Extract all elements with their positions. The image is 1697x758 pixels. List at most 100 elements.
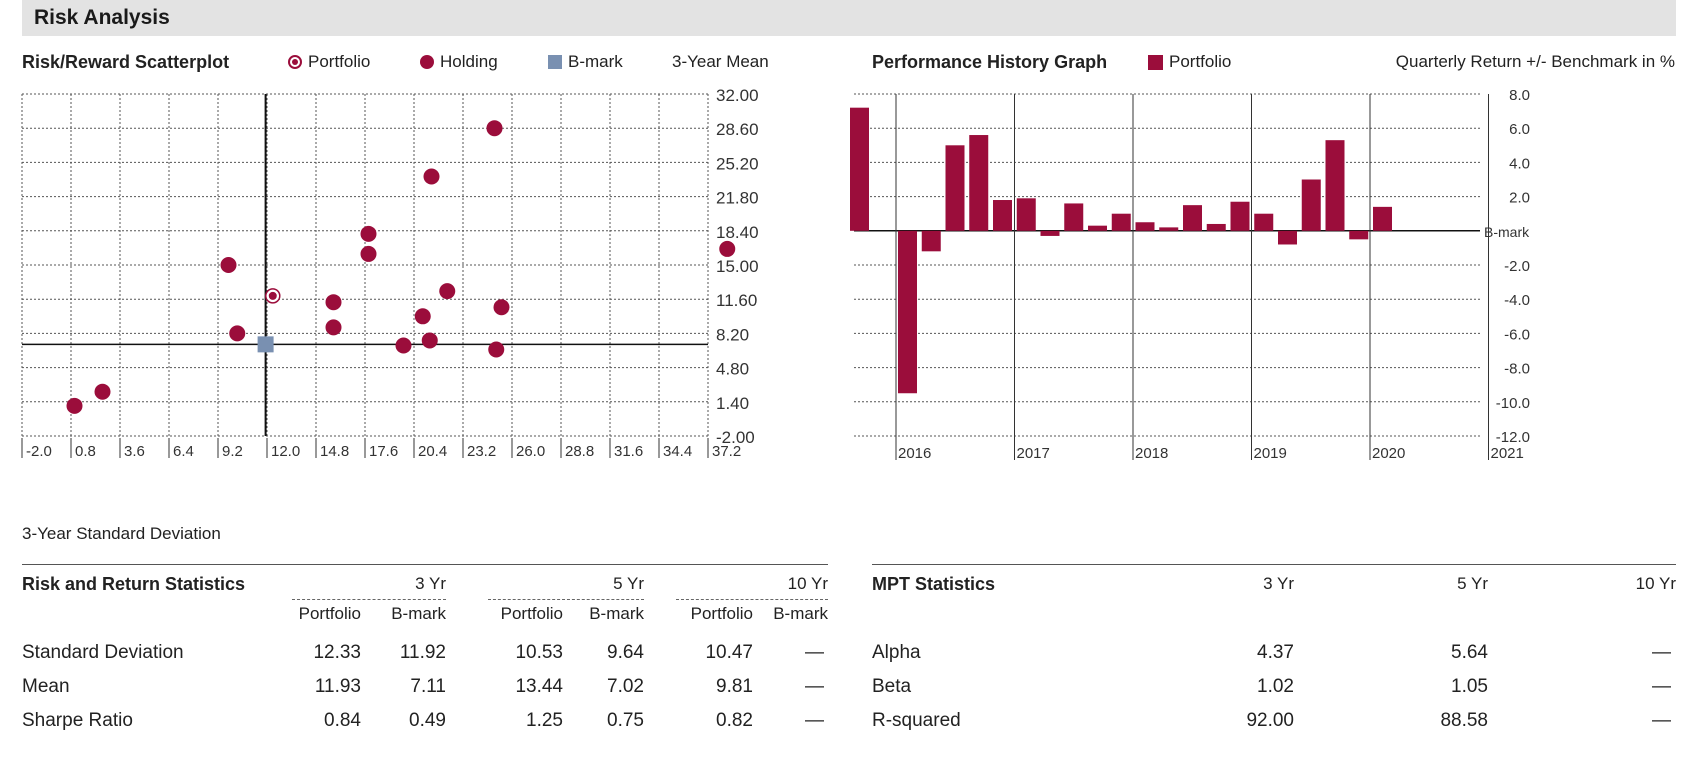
risk-cell: 10.53 <box>515 642 563 663</box>
scatter-x-tick: 6.4 <box>173 443 194 460</box>
risk-sub-portfolio-5yr: Portfolio <box>500 604 563 623</box>
perf-bar <box>1373 206 1392 231</box>
mpt-row-label: R-squared <box>872 710 961 731</box>
risk-period-3yr: 3 Yr <box>415 574 446 593</box>
scatter-title: Risk/Reward Scatterplot <box>22 52 230 72</box>
risk-sub-bmark-5yr: B-mark <box>589 604 644 623</box>
perf-year-label: 2019 <box>1254 445 1287 462</box>
scatter-x-tick: 12.0 <box>271 443 300 460</box>
mpt-cell: — <box>1652 710 1671 731</box>
risk-table-title: Risk and Return Statistics <box>22 574 246 594</box>
risk-cell: 12.33 <box>313 642 361 663</box>
legend-bmark-label: B-mark <box>568 52 623 71</box>
mpt-cell: 1.05 <box>1451 676 1488 697</box>
portfolio-marker-icon <box>288 55 302 69</box>
mpt-table-title: MPT Statistics <box>872 574 996 594</box>
scatter-x-tick: 20.4 <box>418 443 447 460</box>
risk-cell: 9.81 <box>716 676 753 697</box>
scatter-y-tick: 15.00 <box>716 257 759 276</box>
holding-point <box>421 332 438 349</box>
risk-period-5yr: 5 Yr <box>613 574 644 593</box>
mpt-cell: 92.00 <box>1246 710 1294 731</box>
perf-bar <box>921 230 941 252</box>
legend-perf-portfolio: Portfolio <box>1148 52 1231 72</box>
holding-point <box>66 397 83 414</box>
scatter-x-tick: 23.2 <box>467 443 496 460</box>
risk-sub-bmark-3yr: B-mark <box>391 604 446 623</box>
risk-5yr-dash-rule <box>488 599 644 600</box>
risk-row-label: Mean <box>22 676 70 697</box>
risk-row-label: Standard Deviation <box>22 642 184 663</box>
holding-point <box>486 120 503 137</box>
perf-bar <box>1183 205 1202 231</box>
holding-point <box>719 240 736 257</box>
risk-sub-bmark-10yr: B-mark <box>773 604 828 623</box>
risk-cell: 7.02 <box>607 676 644 697</box>
mpt-cell: — <box>1652 676 1671 697</box>
risk-cell: 7.11 <box>410 676 446 697</box>
portfolio-point <box>268 291 277 300</box>
scatter-x-tick: 14.8 <box>320 443 349 460</box>
scatter-y-tick: 32.00 <box>716 86 759 105</box>
scatter-y-tick: 11.60 <box>716 291 757 310</box>
perf-bar <box>1325 140 1345 231</box>
holding-point <box>423 168 440 185</box>
portfolio-bar-icon <box>1148 54 1163 70</box>
holding-point <box>488 341 505 358</box>
mpt-period-10yr: 10 Yr <box>1635 574 1676 593</box>
bmark-marker-icon <box>548 55 562 69</box>
scatter-x-tick: 3.6 <box>124 443 145 460</box>
scatter-x-tick: 26.0 <box>516 443 545 460</box>
holding-point <box>439 283 456 300</box>
risk-10yr-dash-rule <box>676 599 828 600</box>
holding-point <box>360 245 377 262</box>
legend-portfolio-label: Portfolio <box>308 52 371 71</box>
perf-bar <box>1040 230 1060 236</box>
mpt-cell: 88.58 <box>1440 710 1488 731</box>
mpt-cell: — <box>1652 642 1671 663</box>
risk-cell: 0.84 <box>324 710 361 731</box>
scatter-x-tick: -2.0 <box>26 443 52 460</box>
perf-y-tick: 4.0 <box>1509 155 1530 172</box>
perf-bar <box>1254 213 1274 231</box>
holding-point <box>395 337 412 354</box>
mpt-cell: 4.37 <box>1257 642 1294 663</box>
holding-point <box>325 294 342 311</box>
risk-cell: — <box>805 676 824 697</box>
scatter-x-tick: 9.2 <box>222 443 243 460</box>
risk-cell: — <box>805 710 824 731</box>
holding-point <box>414 308 431 325</box>
scatter-xlabel: 3-Year Standard Deviation <box>22 524 221 543</box>
risk-row-label: Sharpe Ratio <box>22 710 133 731</box>
mpt-cell: 1.02 <box>1257 676 1294 697</box>
holding-point <box>220 257 237 273</box>
holding-marker-icon <box>420 55 434 69</box>
legend-bmark: B-mark <box>548 52 623 72</box>
scatter-y-tick: 4.80 <box>716 360 749 379</box>
mpt-table-top-rule <box>872 564 1676 565</box>
perf-y-tick: -2.0 <box>1504 258 1530 275</box>
holding-point <box>325 319 342 336</box>
holding-point <box>493 299 510 316</box>
legend-perf-portfolio-label: Portfolio <box>1169 52 1232 71</box>
risk-cell: 13.44 <box>515 676 563 697</box>
perf-y-tick: -6.0 <box>1504 326 1530 343</box>
mpt-row-label: Beta <box>872 676 912 697</box>
risk-sub-portfolio-3yr: Portfolio <box>298 604 361 623</box>
perf-bar <box>1230 201 1250 231</box>
scatter-chart: 32.00 28.60 25.20 21.80 18.40 15.00 11.60 8.20 4… <box>21 86 759 460</box>
perf-y-tick: 6.0 <box>1509 121 1530 138</box>
perf-y-tick: 2.0 <box>1509 190 1530 207</box>
perf-bar <box>850 107 869 231</box>
bmark-point <box>257 336 274 353</box>
perf-bar <box>1159 227 1179 231</box>
holding-point <box>360 225 377 242</box>
mpt-period-3yr: 3 Yr <box>1263 574 1294 593</box>
mpt-period-5yr: 5 Yr <box>1457 574 1488 593</box>
perf-bar <box>1349 230 1369 240</box>
perf-bar <box>1278 230 1297 245</box>
scatter-y-tick: 25.20 <box>716 154 759 173</box>
performance-title: Performance History Graph <box>872 52 1108 72</box>
risk-table-top-rule <box>22 564 828 565</box>
scatter-y-tick: -2.00 <box>716 428 755 447</box>
